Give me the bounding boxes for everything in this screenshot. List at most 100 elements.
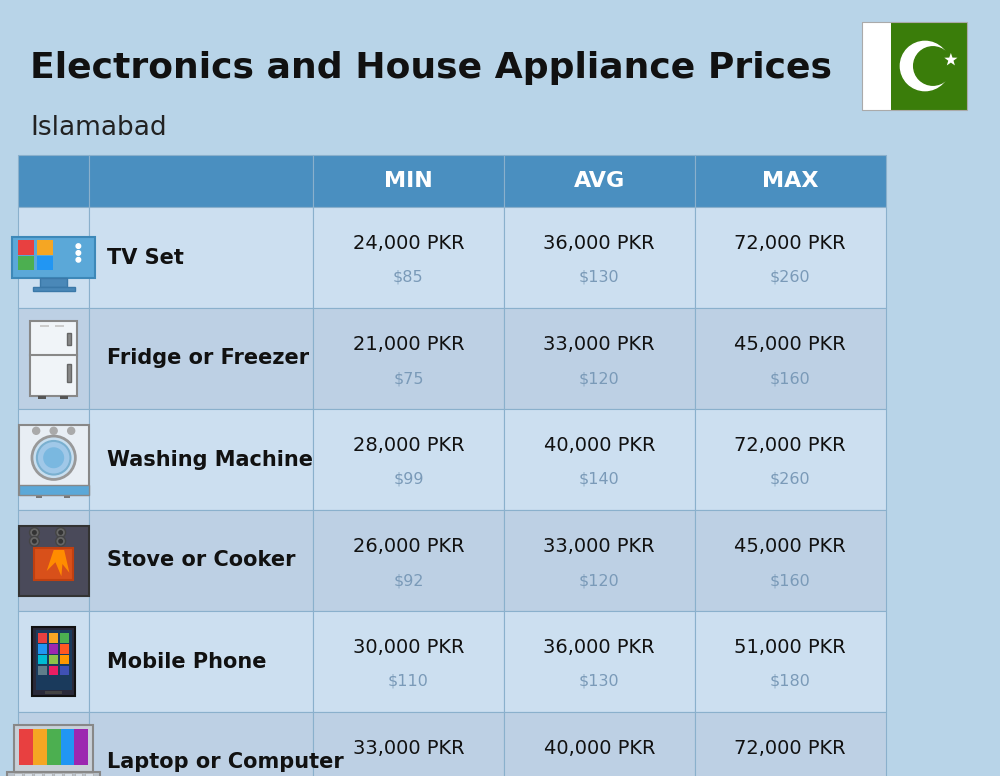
Circle shape bbox=[32, 530, 37, 535]
Text: 33,000 PKR: 33,000 PKR bbox=[543, 537, 655, 556]
FancyBboxPatch shape bbox=[18, 510, 89, 611]
FancyBboxPatch shape bbox=[89, 207, 313, 308]
FancyBboxPatch shape bbox=[18, 155, 89, 207]
Text: $130: $130 bbox=[579, 674, 620, 689]
Circle shape bbox=[900, 41, 950, 91]
Text: MIN: MIN bbox=[384, 171, 433, 191]
FancyBboxPatch shape bbox=[504, 155, 695, 207]
FancyBboxPatch shape bbox=[44, 774, 52, 776]
FancyBboxPatch shape bbox=[49, 666, 58, 675]
FancyBboxPatch shape bbox=[40, 279, 67, 287]
Circle shape bbox=[58, 530, 63, 535]
Text: 33,000 PKR: 33,000 PKR bbox=[543, 335, 655, 354]
Text: $260: $260 bbox=[770, 775, 810, 776]
FancyBboxPatch shape bbox=[19, 729, 88, 765]
FancyBboxPatch shape bbox=[49, 644, 58, 653]
Text: $120: $120 bbox=[579, 573, 620, 588]
FancyBboxPatch shape bbox=[75, 774, 82, 776]
Text: MAX: MAX bbox=[762, 171, 818, 191]
Text: 21,000 PKR: 21,000 PKR bbox=[353, 335, 464, 354]
Text: $140: $140 bbox=[579, 472, 620, 487]
FancyBboxPatch shape bbox=[19, 485, 89, 494]
Text: 40,000 PKR: 40,000 PKR bbox=[544, 436, 655, 455]
Circle shape bbox=[33, 428, 40, 435]
FancyBboxPatch shape bbox=[38, 633, 47, 643]
Text: 36,000 PKR: 36,000 PKR bbox=[543, 234, 655, 253]
FancyBboxPatch shape bbox=[32, 627, 75, 696]
Circle shape bbox=[32, 539, 37, 544]
Text: 26,000 PKR: 26,000 PKR bbox=[353, 537, 464, 556]
FancyBboxPatch shape bbox=[695, 207, 886, 308]
Circle shape bbox=[32, 436, 75, 480]
Circle shape bbox=[37, 441, 70, 475]
Polygon shape bbox=[47, 550, 69, 577]
FancyBboxPatch shape bbox=[49, 633, 58, 643]
Text: AVG: AVG bbox=[574, 171, 625, 191]
Circle shape bbox=[76, 244, 81, 248]
FancyBboxPatch shape bbox=[60, 644, 69, 653]
FancyBboxPatch shape bbox=[18, 207, 89, 308]
FancyBboxPatch shape bbox=[313, 510, 504, 611]
FancyBboxPatch shape bbox=[14, 725, 93, 771]
FancyBboxPatch shape bbox=[18, 712, 89, 776]
FancyBboxPatch shape bbox=[862, 22, 891, 110]
FancyBboxPatch shape bbox=[67, 364, 71, 383]
Text: 72,000 PKR: 72,000 PKR bbox=[734, 436, 846, 455]
FancyBboxPatch shape bbox=[49, 655, 58, 664]
FancyBboxPatch shape bbox=[19, 424, 89, 494]
FancyBboxPatch shape bbox=[38, 666, 47, 675]
Text: 28,000 PKR: 28,000 PKR bbox=[353, 436, 464, 455]
FancyBboxPatch shape bbox=[89, 409, 313, 510]
FancyBboxPatch shape bbox=[54, 774, 62, 776]
Circle shape bbox=[914, 47, 952, 85]
FancyBboxPatch shape bbox=[18, 255, 34, 270]
Text: Laptop or Computer: Laptop or Computer bbox=[107, 753, 344, 772]
FancyBboxPatch shape bbox=[36, 494, 42, 498]
FancyBboxPatch shape bbox=[891, 22, 967, 110]
FancyBboxPatch shape bbox=[504, 510, 695, 611]
FancyBboxPatch shape bbox=[34, 549, 73, 580]
FancyBboxPatch shape bbox=[24, 774, 32, 776]
Text: 40,000 PKR: 40,000 PKR bbox=[544, 739, 655, 758]
Text: Stove or Cooker: Stove or Cooker bbox=[107, 550, 296, 570]
FancyBboxPatch shape bbox=[313, 155, 504, 207]
FancyBboxPatch shape bbox=[695, 611, 886, 712]
FancyBboxPatch shape bbox=[695, 308, 886, 409]
Text: $120: $120 bbox=[579, 371, 620, 386]
FancyBboxPatch shape bbox=[12, 237, 95, 279]
FancyBboxPatch shape bbox=[64, 494, 70, 498]
Text: 45,000 PKR: 45,000 PKR bbox=[734, 537, 846, 556]
Circle shape bbox=[50, 428, 57, 435]
FancyBboxPatch shape bbox=[313, 409, 504, 510]
Text: $130: $130 bbox=[579, 270, 620, 285]
Text: 33,000 PKR: 33,000 PKR bbox=[353, 739, 464, 758]
FancyBboxPatch shape bbox=[60, 655, 69, 664]
Text: $160: $160 bbox=[770, 371, 811, 386]
Text: 30,000 PKR: 30,000 PKR bbox=[353, 638, 464, 657]
FancyBboxPatch shape bbox=[89, 155, 313, 207]
FancyBboxPatch shape bbox=[60, 396, 68, 400]
FancyBboxPatch shape bbox=[313, 712, 504, 776]
Polygon shape bbox=[944, 53, 957, 65]
Text: TV Set: TV Set bbox=[107, 248, 184, 268]
FancyBboxPatch shape bbox=[313, 308, 504, 409]
Text: Fridge or Freezer: Fridge or Freezer bbox=[107, 348, 309, 369]
Text: 72,000 PKR: 72,000 PKR bbox=[734, 739, 846, 758]
FancyBboxPatch shape bbox=[504, 611, 695, 712]
Text: Washing Machine: Washing Machine bbox=[107, 449, 313, 469]
Text: $260: $260 bbox=[770, 472, 810, 487]
FancyBboxPatch shape bbox=[30, 321, 77, 396]
FancyBboxPatch shape bbox=[37, 255, 53, 270]
Text: $110: $110 bbox=[388, 674, 429, 689]
FancyBboxPatch shape bbox=[89, 308, 313, 409]
FancyBboxPatch shape bbox=[47, 729, 61, 765]
FancyBboxPatch shape bbox=[64, 774, 72, 776]
Text: $75: $75 bbox=[393, 371, 424, 386]
Text: Islamabad: Islamabad bbox=[30, 115, 167, 141]
FancyBboxPatch shape bbox=[313, 207, 504, 308]
Text: Electronics and House Appliance Prices: Electronics and House Appliance Prices bbox=[30, 51, 832, 85]
Text: 72,000 PKR: 72,000 PKR bbox=[734, 234, 846, 253]
Text: $85: $85 bbox=[393, 270, 424, 285]
Circle shape bbox=[56, 536, 66, 546]
FancyBboxPatch shape bbox=[18, 241, 34, 255]
